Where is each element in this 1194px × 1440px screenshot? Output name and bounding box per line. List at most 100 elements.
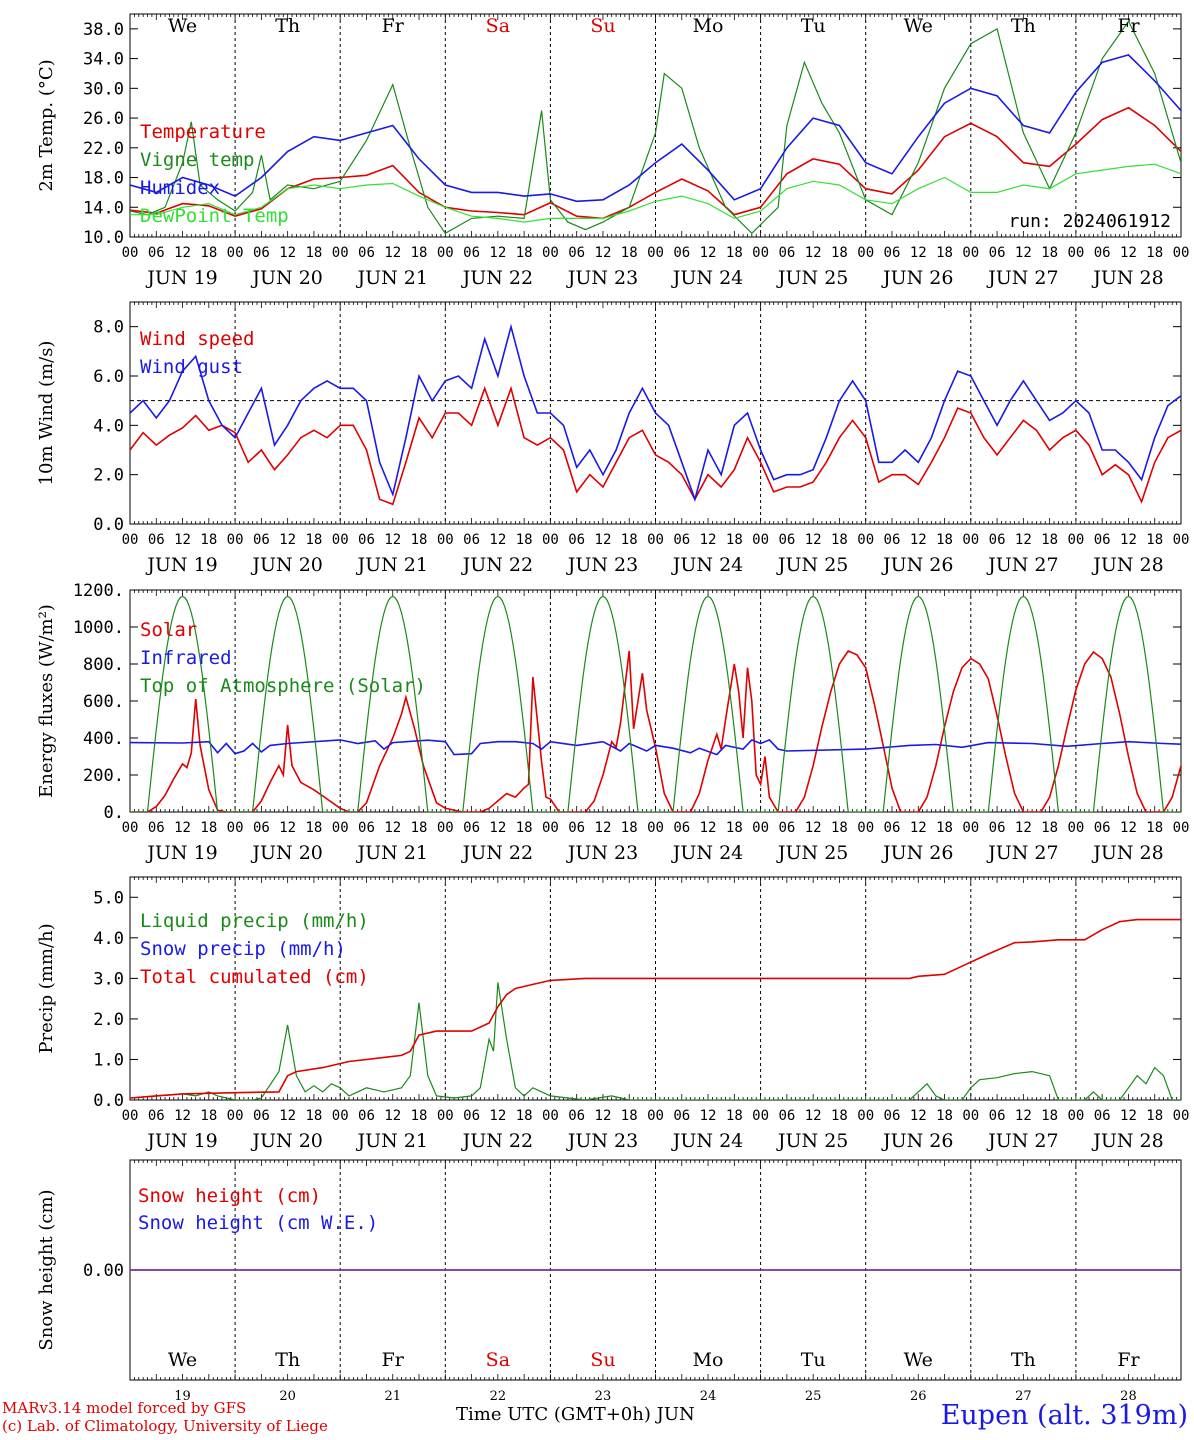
- series-line: [130, 106, 1181, 220]
- hour-label: 18: [1041, 1108, 1058, 1124]
- hour-label: 18: [411, 1108, 428, 1124]
- hour-label: 18: [516, 245, 533, 261]
- hour-label: 06: [673, 1108, 690, 1124]
- weekday-label: Th: [1011, 15, 1036, 37]
- legend-entry: Humidex: [140, 177, 220, 199]
- date-label: JUN 19: [145, 554, 217, 576]
- hour-label: 06: [673, 820, 690, 836]
- y-tick-label: 0.: [104, 803, 124, 823]
- x-axis-month: JUN: [656, 1404, 695, 1425]
- hour-label: 12: [174, 820, 191, 836]
- hour-label: 06: [358, 532, 375, 548]
- series-line: [130, 982, 1181, 1100]
- hour-label: 00: [227, 1108, 244, 1124]
- weekday-label: Fr: [1117, 1349, 1140, 1371]
- hour-label: 00: [122, 820, 139, 836]
- hour-label: 00: [752, 1108, 769, 1124]
- hour-label: 12: [174, 1108, 191, 1124]
- date-label: JUN 19: [145, 267, 217, 289]
- hour-label: 06: [778, 532, 795, 548]
- hour-label: 00: [122, 1108, 139, 1124]
- series-line: [130, 385, 1181, 506]
- y-tick-label: 2.0: [93, 1010, 124, 1030]
- hour-label: 12: [384, 245, 401, 261]
- y-tick-label: 14.0: [83, 198, 124, 218]
- hour-label: 00: [962, 820, 979, 836]
- hour-label: 12: [174, 532, 191, 548]
- weekday-label: Tu: [801, 1349, 826, 1371]
- y-tick-label: 0.00: [83, 1261, 124, 1281]
- hour-label: 00: [227, 245, 244, 261]
- hour-label: 06: [673, 245, 690, 261]
- legend-entry: Wind gust: [140, 356, 243, 378]
- panel-2: 0.0 2.0 4.0 6.0 8.0 10m Wind (m/s) Wind speed W…: [36, 301, 1190, 576]
- hour-label: 18: [200, 532, 217, 548]
- hour-label: 18: [411, 532, 428, 548]
- hour-label: 00: [962, 1108, 979, 1124]
- hour-label: 00: [227, 532, 244, 548]
- hour-label: 00: [122, 245, 139, 261]
- hour-label: 18: [936, 245, 953, 261]
- hour-label: 00: [857, 1108, 874, 1124]
- hour-label: 00: [752, 820, 769, 836]
- date-label: JUN 28: [1091, 267, 1163, 289]
- day-number: 24: [700, 1389, 717, 1404]
- date-label: JUN 20: [250, 842, 322, 864]
- series-line: [130, 918, 1181, 1099]
- date-label: JUN 28: [1091, 554, 1163, 576]
- y-tick-label: 30.0: [83, 79, 124, 99]
- legend-entry: Wind speed: [140, 328, 254, 350]
- hour-label: 12: [910, 820, 927, 836]
- hour-label: 12: [1120, 532, 1137, 548]
- hour-label: 00: [647, 245, 664, 261]
- hour-label: 06: [358, 245, 375, 261]
- hour-label: 12: [279, 820, 296, 836]
- legend-entry: Liquid precip (mm/h): [140, 910, 369, 932]
- weekday-label: Sa: [486, 1349, 510, 1371]
- hour-label: 06: [253, 1108, 270, 1124]
- panel-5: 0.00 Snow height (cm) Snow height (cm) Snow…: [36, 1159, 1182, 1404]
- hour-label: 00: [1173, 532, 1190, 548]
- date-label: JUN 22: [461, 842, 533, 864]
- y-tick-label: 2.0: [93, 466, 124, 486]
- hour-label: 06: [568, 245, 585, 261]
- hour-label: 12: [384, 532, 401, 548]
- weekday-label: Fr: [382, 15, 405, 37]
- x-axis-title: Time UTC (GMT+0h) JUN: [456, 1404, 695, 1425]
- weekday-label: We: [168, 1349, 197, 1371]
- legend-entry: Infrared: [140, 647, 232, 669]
- hour-label: 06: [1094, 245, 1111, 261]
- hour-label: 12: [174, 245, 191, 261]
- hour-label: 12: [1015, 245, 1032, 261]
- hour-label: 00: [122, 532, 139, 548]
- date-label: JUN 28: [1091, 1130, 1163, 1152]
- date-label: JUN 20: [250, 1130, 322, 1152]
- y-tick-label: 8.0: [93, 318, 124, 338]
- hour-label: 06: [673, 532, 690, 548]
- weekday-label: We: [904, 15, 933, 37]
- hour-label: 06: [989, 245, 1006, 261]
- day-number: 22: [490, 1389, 507, 1404]
- hour-label: 18: [305, 245, 322, 261]
- y-tick-label: 1.0: [93, 1050, 124, 1070]
- hour-label: 18: [831, 820, 848, 836]
- hour-label: 00: [1173, 245, 1190, 261]
- hour-label: 12: [489, 532, 506, 548]
- weekday-label: Su: [590, 15, 615, 37]
- hour-label: 18: [936, 532, 953, 548]
- hour-label: 18: [411, 245, 428, 261]
- y-tick-label: 0.0: [93, 1091, 124, 1111]
- hour-label: 18: [516, 1108, 533, 1124]
- hour-label: 00: [962, 532, 979, 548]
- hour-label: 00: [437, 820, 454, 836]
- hour-label: 06: [884, 1108, 901, 1124]
- hour-label: 12: [489, 245, 506, 261]
- hour-label: 00: [227, 820, 244, 836]
- hour-label: 18: [516, 820, 533, 836]
- hour-label: 00: [542, 245, 559, 261]
- date-label: JUN 25: [776, 842, 848, 864]
- weekday-label: Tu: [801, 15, 826, 37]
- date-label: JUN 28: [1091, 842, 1163, 864]
- y-tick-label: 3.0: [93, 969, 124, 989]
